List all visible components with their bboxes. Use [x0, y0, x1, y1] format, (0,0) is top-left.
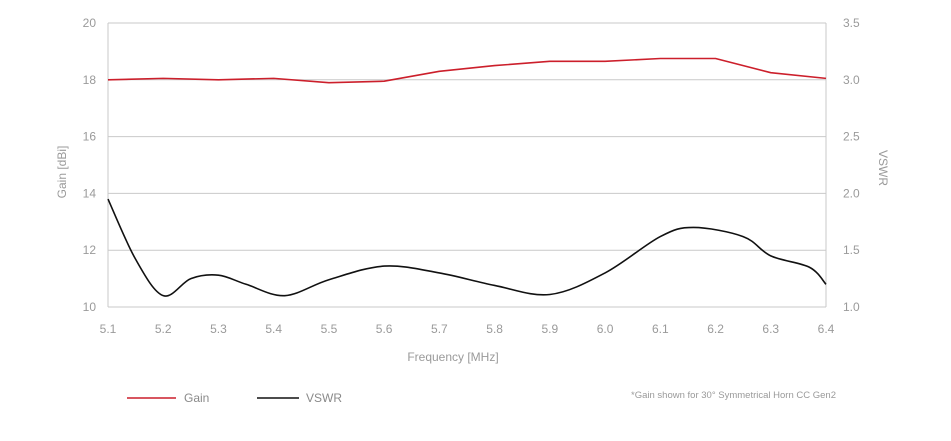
y-left-tick-label: 12 — [83, 243, 97, 257]
x-tick-label: 6.1 — [652, 322, 669, 336]
x-tick-label: 5.2 — [155, 322, 172, 336]
x-tick-label: 5.6 — [376, 322, 393, 336]
x-tick-label: 5.5 — [321, 322, 338, 336]
legend-label-gain: Gain — [184, 391, 209, 405]
x-tick-label: 6.0 — [597, 322, 614, 336]
x-tick-label: 5.3 — [210, 322, 227, 336]
x-tick-label: 5.8 — [486, 322, 503, 336]
series-line-gain — [107, 57, 827, 84]
x-axis-title: Frequency [MHz] — [407, 350, 498, 364]
y-right-tick-label: 2.0 — [843, 186, 860, 200]
y-left-tick-label: 20 — [83, 16, 97, 30]
series-line-vswr — [107, 198, 827, 297]
y-axis-right-title: VSWR — [876, 150, 890, 186]
y-axis-right: 1.0 1.5 2.0 2.5 3.0 3.5 — [843, 16, 860, 314]
x-tick-label: 5.7 — [431, 322, 448, 336]
y-left-tick-label: 10 — [83, 300, 97, 314]
y-left-tick-label: 16 — [83, 130, 97, 144]
y-left-tick-label: 18 — [83, 73, 97, 87]
x-tick-label: 6.2 — [707, 322, 724, 336]
y-right-tick-label: 2.5 — [843, 130, 860, 144]
y-right-tick-label: 3.0 — [843, 73, 860, 87]
y-left-tick-label: 14 — [83, 186, 97, 200]
y-right-tick-label: 3.5 — [843, 16, 860, 30]
legend: Gain VSWR — [127, 391, 342, 405]
x-tick-label: 6.3 — [762, 322, 779, 336]
y-axis-left-title: Gain [dBi] — [55, 146, 69, 199]
x-axis: 5.1 5.2 5.3 5.4 5.5 5.6 5.7 5.8 5.9 6.0 6.1 6.2 6.3 6… — [100, 322, 835, 336]
y-right-tick-label: 1.5 — [843, 243, 860, 257]
footnote: *Gain shown for 30° Symmetrical Horn CC … — [631, 390, 836, 401]
x-tick-label: 5.9 — [542, 322, 559, 336]
x-tick-label: 5.4 — [265, 322, 282, 336]
series-lines — [107, 57, 827, 297]
x-tick-label: 5.1 — [100, 322, 117, 336]
x-tick-label: 6.4 — [818, 322, 835, 336]
grid — [107, 22, 827, 308]
legend-label-vswr: VSWR — [306, 391, 342, 405]
y-axis-left: 10 12 14 16 18 20 — [83, 16, 97, 314]
y-right-tick-label: 1.0 — [843, 300, 860, 314]
